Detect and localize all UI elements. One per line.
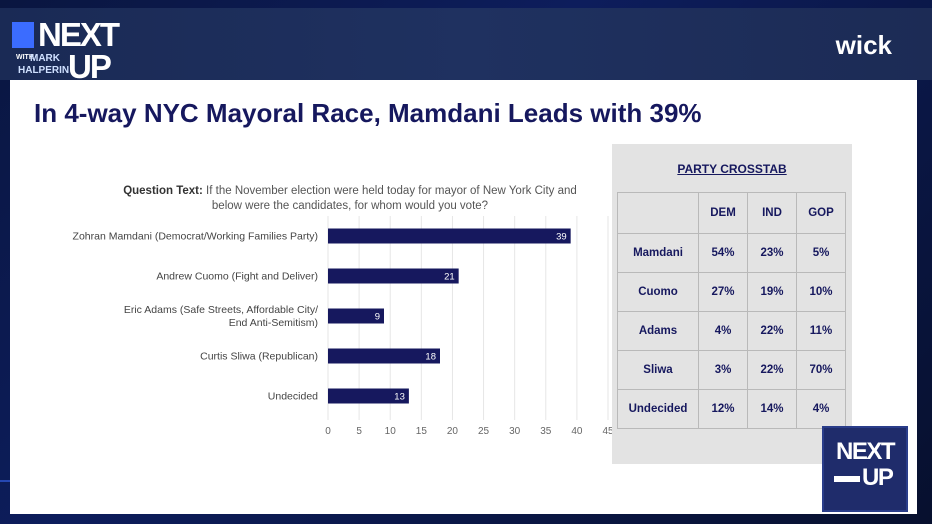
crosstab-cell: 22%: [747, 311, 797, 351]
x-tick-label: 5: [356, 426, 362, 437]
show-logo: NEXT WITH MARK HALPERIN UP: [12, 18, 120, 86]
bar: [328, 228, 571, 244]
logo-host-last: HALPERIN: [18, 65, 70, 76]
crosstab-row-label: Sliwa: [617, 350, 699, 390]
question-label: Question Text:: [123, 185, 203, 197]
bar: [328, 308, 384, 324]
crosstab-cell: 22%: [747, 350, 797, 390]
crosstab-cell: 12%: [698, 389, 748, 429]
category-label: Curtis Sliwa (Republican): [200, 351, 318, 363]
category-label: Eric Adams (Safe Streets, Affordable Cit…: [124, 304, 318, 316]
category-label: Undecided: [268, 391, 318, 403]
bar: [328, 388, 409, 404]
question-text: Question Text: If the November election …: [120, 184, 580, 214]
crosstab-cell: 4%: [796, 389, 846, 429]
data-label: 9: [375, 312, 380, 323]
crosstab-corner: [617, 192, 699, 234]
crosstab-row-label: Undecided: [617, 389, 699, 429]
crosstab-row: Undecided 12% 14% 4%: [617, 389, 846, 429]
crosstab-cell: 27%: [698, 272, 748, 312]
x-tick-label: 0: [325, 426, 331, 437]
crosstab-col-ind: IND: [747, 192, 797, 234]
x-tick-label: 40: [571, 426, 583, 437]
x-tick-label: 15: [416, 426, 428, 437]
bar-chart: 0 5 10 15 20 25 30 35 40 45 39 Zohran Mamdani (Demo…: [73, 216, 614, 437]
x-tick-label: 10: [385, 426, 397, 437]
crosstab-cell: 3%: [698, 350, 748, 390]
crosstab-cell: 11%: [796, 311, 846, 351]
logo-up: UP: [68, 48, 112, 85]
logo-host-first: MARK: [30, 53, 60, 64]
question-body: If the November election were held today…: [206, 185, 577, 212]
decor-line: [0, 480, 14, 482]
data-label: 21: [444, 272, 455, 283]
crosstab-cell: 4%: [698, 311, 748, 351]
brand-logo: wick: [835, 30, 892, 60]
bar: [328, 348, 440, 364]
crosstab-row: Mamdani 54% 23% 5%: [617, 233, 846, 273]
x-tick-label: 35: [540, 426, 552, 437]
badge-next: NEXT: [836, 438, 896, 465]
data-label: 18: [425, 352, 436, 363]
slide-title: In 4-way NYC Mayoral Race, Mamdani Leads…: [34, 98, 702, 128]
logo-with: WITH: [16, 54, 34, 61]
crosstab-row-label: Adams: [617, 311, 699, 351]
x-tick-label: 45: [602, 426, 614, 437]
category-label: Andrew Cuomo (Fight and Deliver): [156, 271, 318, 283]
crosstab-cell: 5%: [796, 233, 846, 273]
category-label: End Anti-Semitism): [229, 317, 318, 329]
crosstab-table: DEM IND GOP Mamdani 54% 23% 5% Cuomo 27%…: [617, 192, 846, 429]
crosstab-row: Cuomo 27% 19% 10%: [617, 272, 846, 312]
show-header: NEXT WITH MARK HALPERIN UP wick: [0, 8, 932, 84]
x-tick-label: 25: [478, 426, 490, 437]
badge-up: UP: [862, 464, 894, 491]
crosstab-title: PARTY CROSSTAB: [677, 162, 787, 176]
crosstab-cell: 70%: [796, 350, 846, 390]
data-label: 39: [556, 232, 567, 243]
x-tick-label: 20: [447, 426, 459, 437]
x-tick-label: 30: [509, 426, 521, 437]
crosstab-cell: 23%: [747, 233, 797, 273]
crosstab-header-row: DEM IND GOP: [617, 192, 846, 234]
data-label: 13: [394, 392, 405, 403]
next-up-badge: NEXT UP: [822, 426, 908, 512]
category-label: Zohran Mamdani (Democrat/Working Familie…: [73, 231, 318, 243]
arrow-icon: [834, 476, 860, 482]
logo-next: NEXT: [38, 16, 120, 53]
party-crosstab: PARTY CROSSTAB DEM IND GOP Mamdani 54% 2…: [612, 144, 852, 464]
crosstab-row: Adams 4% 22% 11%: [617, 311, 846, 351]
logo-square-icon: [12, 22, 34, 48]
slide-panel: In 4-way NYC Mayoral Race, Mamdani Leads…: [10, 80, 917, 514]
crosstab-cell: 14%: [747, 389, 797, 429]
crosstab-cell: 19%: [747, 272, 797, 312]
crosstab-row: Sliwa 3% 22% 70%: [617, 350, 846, 390]
crosstab-col-dem: DEM: [698, 192, 748, 234]
bar: [328, 268, 459, 284]
crosstab-col-gop: GOP: [796, 192, 846, 234]
crosstab-row-label: Mamdani: [617, 233, 699, 273]
crosstab-cell: 54%: [698, 233, 748, 273]
crosstab-row-label: Cuomo: [617, 272, 699, 312]
crosstab-cell: 10%: [796, 272, 846, 312]
